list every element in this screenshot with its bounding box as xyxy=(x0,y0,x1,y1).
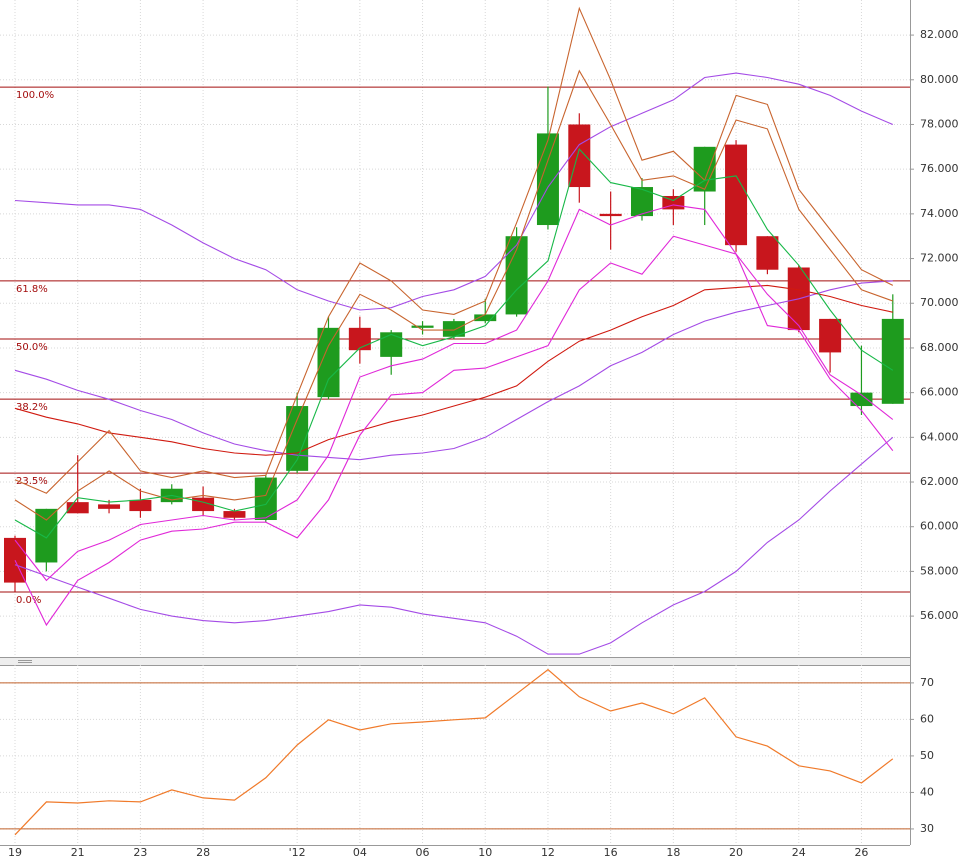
x-tick-label: 10 xyxy=(478,846,492,859)
y-tick-label: 60.000 xyxy=(920,520,959,533)
candle-body xyxy=(474,314,497,322)
y-tick-label: 58.000 xyxy=(920,564,959,577)
fib-label: 100.0% xyxy=(16,90,54,101)
y-tick-label: 78.000 xyxy=(920,117,959,130)
candle-body xyxy=(881,318,904,404)
candle-body xyxy=(568,124,591,188)
y-tick-label: 76.000 xyxy=(920,162,959,175)
indicator-line xyxy=(14,204,894,582)
candle-body xyxy=(35,508,58,563)
x-tick-label: 04 xyxy=(353,846,367,859)
y-tick-label: 82.000 xyxy=(920,28,959,41)
indicator-line xyxy=(14,148,894,539)
candle-body xyxy=(505,236,528,315)
candle-body xyxy=(411,325,434,328)
x-tick-label: 12 xyxy=(541,846,555,859)
candle-body xyxy=(599,213,622,217)
y-tick-label: 30 xyxy=(920,822,934,835)
x-tick-label: 18 xyxy=(666,846,680,859)
fib-label: 0.0% xyxy=(16,595,41,606)
y-tick-label: 74.000 xyxy=(920,207,959,220)
panel-splitter[interactable] xyxy=(0,658,910,665)
fib-label: 38.2% xyxy=(16,402,48,413)
candle-body xyxy=(66,502,89,514)
indicator-line xyxy=(14,72,894,311)
y-tick-label: 72.000 xyxy=(920,252,959,265)
indicator-line xyxy=(14,6,894,494)
y-tick-label: 64.000 xyxy=(920,430,959,443)
candle-body xyxy=(129,499,152,512)
indicator-line xyxy=(14,235,894,627)
candle-body xyxy=(536,133,559,226)
candle-body xyxy=(756,236,779,270)
candle-body xyxy=(725,144,748,246)
candle-body xyxy=(317,327,340,398)
indicator-line xyxy=(14,436,894,655)
fib-label: 50.0% xyxy=(16,342,48,353)
x-tick-label: 23 xyxy=(133,846,147,859)
candle-body xyxy=(819,318,842,353)
x-tick-label: 21 xyxy=(71,846,85,859)
candle-body xyxy=(380,332,403,357)
indicator-line xyxy=(14,284,893,456)
x-tick-label: 19 xyxy=(8,846,22,859)
fib-label: 61.8% xyxy=(16,284,48,295)
candle-body xyxy=(442,321,465,337)
candle-body xyxy=(631,187,653,217)
x-tick-label: 16 xyxy=(604,846,618,859)
y-tick-label: 80.000 xyxy=(920,73,959,86)
y-tick-label: 70 xyxy=(920,676,934,689)
y-tick-label: 68.000 xyxy=(920,341,959,354)
candle-body xyxy=(223,511,246,518)
x-tick-label: 24 xyxy=(792,846,806,859)
x-tick-label: 06 xyxy=(416,846,430,859)
indicator-line xyxy=(14,280,893,461)
x-tick-label: 20 xyxy=(729,846,743,859)
fib-label: 23.5% xyxy=(16,476,48,487)
x-tick-label: 26 xyxy=(854,846,868,859)
candle-body xyxy=(693,146,716,192)
x-tick-label: 28 xyxy=(196,846,210,859)
y-tick-label: 66.000 xyxy=(920,386,959,399)
y-tick-label: 56.000 xyxy=(920,609,959,622)
candle-body xyxy=(254,477,277,521)
y-tick-label: 50 xyxy=(920,749,934,762)
y-tick-label: 70.000 xyxy=(920,296,959,309)
indicator-line xyxy=(14,668,894,836)
y-tick-label: 40 xyxy=(920,785,934,798)
candle-body xyxy=(348,327,371,351)
candle-body xyxy=(850,392,873,407)
x-tick-label: '12 xyxy=(289,846,306,859)
y-tick-label: 62.000 xyxy=(920,475,959,488)
candle-body xyxy=(98,504,121,509)
y-tick-label: 60 xyxy=(920,712,934,725)
